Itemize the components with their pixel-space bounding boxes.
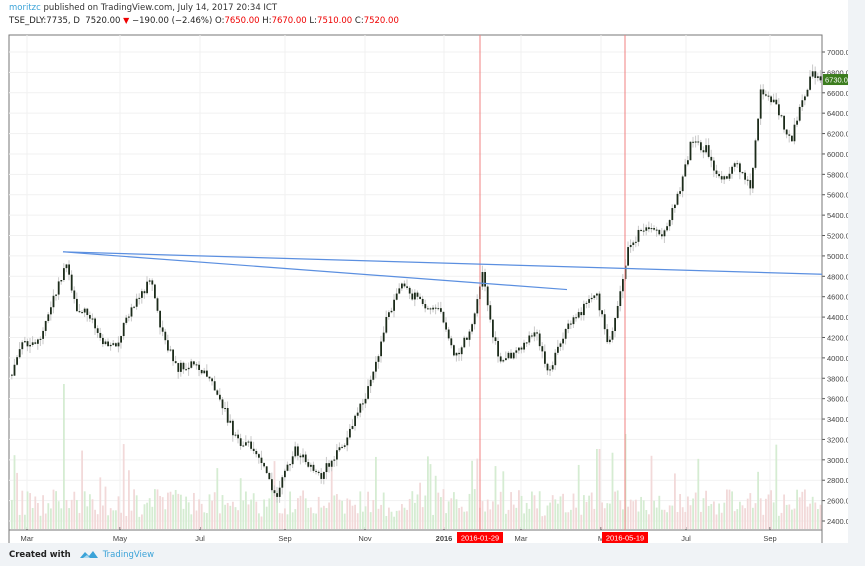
svg-text:2016-01-29: 2016-01-29 — [461, 534, 499, 543]
y-tick-label: 3000.00 — [827, 456, 848, 465]
tradingview-cloud-icon — [79, 551, 98, 558]
high-label: H: — [262, 16, 272, 26]
x-tick-label: Nov — [358, 534, 372, 543]
y-tick-label: 6400.00 — [827, 109, 848, 118]
y-tick-label: 3800.00 — [827, 374, 848, 383]
low-value: 7510.00 — [317, 16, 353, 26]
date-marker-badge — [602, 532, 648, 543]
y-tick-label: 6000.00 — [827, 150, 848, 159]
volume-bars — [11, 384, 822, 529]
plot-frame — [8, 34, 823, 531]
y-tick-label: 4000.00 — [827, 354, 848, 363]
y-tick-label: 5200.00 — [827, 232, 848, 241]
y-tick-label: 5800.00 — [827, 170, 848, 179]
y-tick-label: 2600.00 — [827, 497, 848, 506]
close-label: C: — [354, 16, 364, 26]
svg-text:2016-05-19: 2016-05-19 — [606, 534, 644, 543]
y-tick-label: 4800.00 — [827, 272, 848, 281]
y-tick-label: 5000.00 — [827, 252, 848, 261]
published-text: published on TradingView.com, July 14, 2… — [40, 3, 278, 13]
y-tick-label: 3200.00 — [827, 435, 848, 444]
x-tick-label: M — [598, 534, 604, 543]
published-line: moritzc published on TradingView.com, Ju… — [9, 3, 277, 13]
resistance-line-short[interactable] — [62, 251, 568, 291]
svg-text:6730.00: 6730.00 — [825, 76, 848, 85]
x-tick-label: Mar — [515, 534, 528, 543]
y-tick-label: 5400.00 — [827, 211, 848, 220]
y-tick-label: 4200.00 — [827, 333, 848, 342]
low-label: L: — [309, 16, 318, 26]
current-price-badge — [823, 74, 848, 86]
footer: Created with TradingView — [9, 549, 154, 560]
symbol-name: TSE_DLY:7735, D — [9, 16, 80, 26]
x-tick-label: Mar — [21, 534, 34, 543]
open-label: O: — [215, 16, 225, 26]
y-tick-label: 6800.00 — [827, 68, 848, 77]
y-tick-label: 2400.00 — [827, 517, 848, 526]
last-price: 7520.00 — [85, 16, 121, 26]
resistance-line-long[interactable] — [62, 251, 823, 275]
y-tick-label: 3400.00 — [827, 415, 848, 424]
date-marker-badge — [457, 532, 503, 543]
x-tick-label: 2016 — [436, 534, 453, 543]
x-tick-label: Jul — [681, 534, 691, 543]
price-change: −190.00 (−2.46%) — [132, 16, 213, 26]
chart-header: moritzc published on TradingView.com, Ju… — [0, 0, 848, 29]
x-tick-label: Jul — [195, 534, 205, 543]
chart-area[interactable]: 7000.00 6800.00 6600.00 6400.00 6200.00 6000.… — [0, 29, 848, 543]
symbol-line: TSE_DLY:7735, D 7520.00 ▼ −190.00 (−2.46… — [9, 16, 399, 26]
x-tick-label: Sep — [763, 534, 776, 543]
y-tick-label: 2800.00 — [827, 476, 848, 485]
x-tick-label: Sep — [278, 534, 291, 543]
y-tick-label: 7000.00 — [827, 48, 848, 57]
tradingview-brand-link[interactable]: TradingView — [102, 549, 155, 560]
open-value: 7650.00 — [224, 16, 260, 26]
down-triangle-icon: ▼ — [123, 16, 130, 25]
y-tick-label: 4600.00 — [827, 293, 848, 302]
price-candles — [11, 64, 822, 503]
high-value: 7670.00 — [271, 16, 307, 26]
y-tick-label: 6600.00 — [827, 89, 848, 98]
y-tick-label: 3600.00 — [827, 395, 848, 404]
candlestick-chart[interactable]: 7000.00 6800.00 6600.00 6400.00 6200.00 6000.… — [0, 29, 848, 543]
y-tick-label: 4400.00 — [827, 313, 848, 322]
x-tick-label: May — [113, 534, 127, 543]
close-value: 7520.00 — [363, 16, 399, 26]
y-tick-label: 5600.00 — [827, 191, 848, 200]
y-tick-label: 6200.00 — [827, 130, 848, 139]
created-with-label: Created with — [9, 549, 71, 560]
author-link[interactable]: moritzc — [9, 3, 41, 13]
